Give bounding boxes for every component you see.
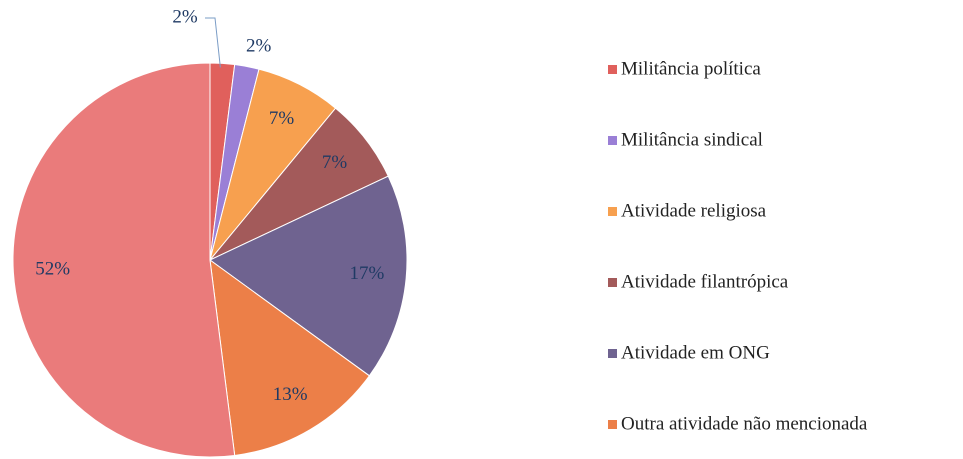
legend-label: Outra atividade não mencionada [621,413,868,434]
legend-swatch [608,136,617,145]
legend-label: Militância sindical [621,129,763,150]
legend-swatch [608,278,617,287]
legend-label: Atividade religiosa [621,200,767,221]
data-label: 7% [322,152,348,173]
data-label: 2% [246,35,272,56]
data-label: 7% [269,108,295,129]
pie-slice [209,175,408,377]
legend-swatch [608,349,617,358]
legend-label: Atividade filantrópica [621,271,789,292]
pie-slice [209,258,371,457]
pie-slice [12,62,236,458]
legend-swatch [608,65,617,74]
data-label: 17% [349,263,384,284]
data-label: 13% [273,384,308,405]
legend-swatch [608,207,617,216]
data-label: 52% [35,258,70,279]
legend-label: Atividade em ONG [621,342,770,363]
data-label: 2% [172,6,198,27]
legend-swatch [608,420,617,429]
legend-label: Militância política [621,58,761,79]
leader-line [205,17,221,68]
